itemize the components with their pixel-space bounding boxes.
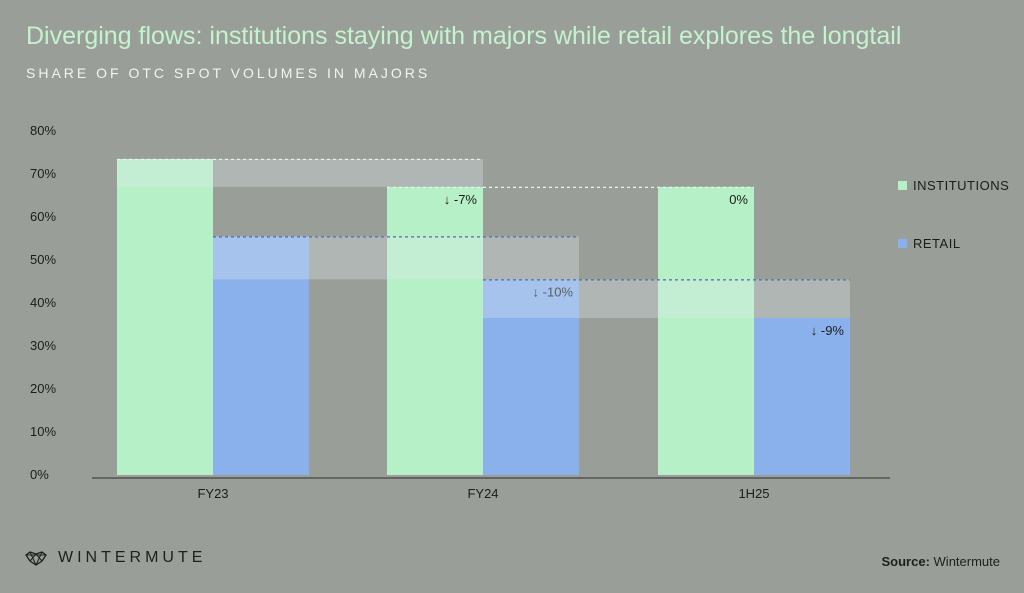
x-axis: FY23 FY24 1H25 xyxy=(197,486,769,501)
bars xyxy=(117,158,850,475)
y-tick-label: 20% xyxy=(30,381,56,396)
y-tick-label: 60% xyxy=(30,209,56,224)
source-label: Source: xyxy=(881,554,930,569)
y-tick-label: 70% xyxy=(30,166,56,181)
institutions-bar-fy23 xyxy=(117,158,213,475)
x-tick-label: FY24 xyxy=(467,486,498,501)
y-tick-label: 30% xyxy=(30,338,56,353)
source-note: Source: Wintermute xyxy=(882,554,1001,569)
source-value: Wintermute xyxy=(933,554,1000,569)
chart-title: Diverging flows: institutions staying wi… xyxy=(26,22,902,50)
y-tick-label: 0% xyxy=(30,467,49,482)
legend-label: RETAIL xyxy=(913,236,961,251)
legend-label: INSTITUTIONS xyxy=(913,178,1009,193)
y-tick-label: 10% xyxy=(30,424,56,439)
retail-bar-fy23 xyxy=(213,236,309,475)
institutions-bar-fy24 xyxy=(387,186,483,475)
change-connectors: ↓ -7% 0% ↓ -10% ↓ -9% xyxy=(117,158,850,338)
y-tick-label: 80% xyxy=(30,123,56,138)
y-tick-label: 40% xyxy=(30,295,56,310)
retail-bar-fy24 xyxy=(483,279,579,475)
change-band xyxy=(213,236,579,280)
change-label: ↓ -9% xyxy=(811,323,845,338)
change-band xyxy=(483,279,850,319)
change-label: ↓ -7% xyxy=(444,192,478,207)
legend: INSTITUTIONS RETAIL xyxy=(898,178,1009,251)
institutions-bar-1h25 xyxy=(658,186,754,475)
y-axis: 0% 10% 20% 30% 40% 50% 60% 70% 80% xyxy=(30,123,56,482)
chart-subtitle: SHARE OF OTC SPOT VOLUMES IN MAJORS xyxy=(26,65,431,81)
brand: WINTERMUTE xyxy=(24,549,206,567)
brand-name: WINTERMUTE xyxy=(58,549,207,566)
x-tick-label: FY23 xyxy=(197,486,228,501)
change-label: 0% xyxy=(729,192,748,207)
retail-bar-1h25 xyxy=(754,318,850,475)
x-tick-label: 1H25 xyxy=(738,486,769,501)
change-band xyxy=(117,158,483,187)
legend-swatch xyxy=(898,239,907,248)
y-tick-label: 50% xyxy=(30,252,56,267)
legend-swatch xyxy=(898,181,907,190)
wintermute-logo-icon xyxy=(25,551,47,567)
change-label: ↓ -10% xyxy=(533,284,574,299)
